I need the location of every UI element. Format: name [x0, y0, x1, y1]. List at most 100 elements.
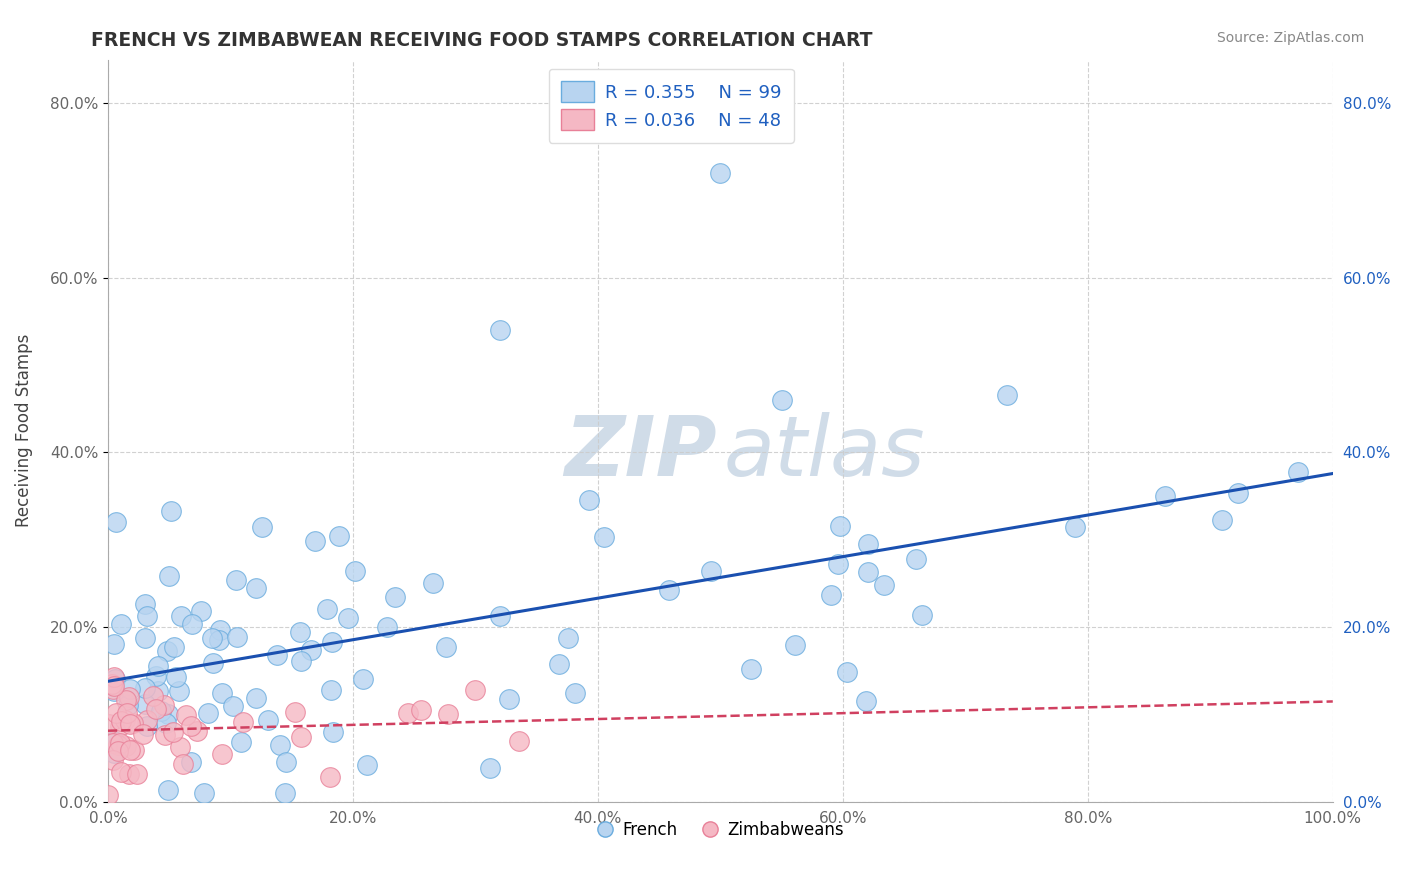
Point: [167, 684, 190, 698]
Point: [180, 755, 202, 769]
Point: [103, 746, 125, 760]
Point: [304, 533, 326, 548]
Point: [190, 604, 212, 618]
Point: [132, 727, 155, 741]
Text: Source: ZipAtlas.com: Source: ZipAtlas.com: [1216, 31, 1364, 45]
Point: [145, 669, 167, 683]
Point: [245, 581, 267, 595]
Point: [146, 659, 169, 673]
Point: [257, 713, 280, 727]
Point: [134, 632, 156, 646]
Point: [197, 706, 219, 720]
Point: [436, 707, 458, 722]
Point: [155, 715, 177, 730]
Text: FRENCH VS ZIMBABWEAN RECEIVING FOOD STAMPS CORRELATION CHART: FRENCH VS ZIMBABWEAN RECEIVING FOOD STAM…: [91, 31, 873, 50]
Point: [835, 665, 858, 679]
Point: [319, 770, 342, 784]
Point: [422, 576, 444, 591]
Point: [162, 640, 184, 654]
Point: [856, 566, 879, 580]
Point: [321, 635, 343, 649]
Point: [770, 392, 793, 407]
Legend: French, Zimbabweans: French, Zimbabweans: [591, 814, 851, 846]
Point: [352, 672, 374, 686]
Point: [156, 644, 179, 658]
Point: [315, 602, 337, 616]
Point: [201, 631, 224, 645]
Point: [288, 624, 311, 639]
Point: [321, 683, 343, 698]
Point: [105, 706, 128, 720]
Point: [274, 755, 297, 769]
Point: [118, 743, 141, 757]
Point: [118, 767, 141, 781]
Point: [547, 657, 569, 672]
Point: [855, 693, 877, 707]
Point: [299, 643, 322, 657]
Point: [336, 611, 359, 625]
Point: [658, 582, 681, 597]
Point: [995, 388, 1018, 402]
Point: [115, 706, 138, 720]
Point: [174, 708, 197, 723]
Point: [104, 515, 127, 529]
Point: [101, 682, 124, 697]
Point: [117, 690, 139, 705]
Point: [250, 519, 273, 533]
Point: [1226, 486, 1249, 500]
Point: [245, 690, 267, 705]
Point: [103, 733, 125, 747]
Point: [343, 564, 366, 578]
Point: [498, 692, 520, 706]
Point: [156, 783, 179, 797]
Point: [97, 717, 120, 731]
Point: [290, 730, 312, 744]
Point: [222, 698, 245, 713]
Point: [564, 686, 586, 700]
Point: [827, 557, 849, 571]
Point: [479, 762, 502, 776]
Point: [155, 728, 177, 742]
Point: [145, 702, 167, 716]
Point: [115, 739, 138, 754]
Point: [231, 714, 253, 729]
Point: [508, 733, 530, 747]
Point: [905, 552, 928, 566]
Point: [225, 573, 247, 587]
Y-axis label: Receiving Food Stamps: Receiving Food Stamps: [15, 334, 32, 527]
Point: [165, 670, 187, 684]
Point: [273, 786, 295, 800]
Point: [186, 723, 208, 738]
Point: [1153, 489, 1175, 503]
Point: [873, 578, 896, 592]
Point: [578, 492, 600, 507]
Point: [1286, 465, 1309, 479]
Point: [269, 739, 291, 753]
Point: [709, 166, 731, 180]
Point: [136, 609, 159, 624]
Point: [464, 683, 486, 698]
Point: [117, 698, 139, 713]
Point: [208, 623, 231, 637]
Point: [101, 736, 124, 750]
Point: [110, 714, 132, 728]
Point: [156, 706, 179, 721]
Point: [134, 681, 156, 695]
Point: [108, 718, 131, 732]
Point: [211, 686, 233, 700]
Point: [142, 690, 165, 704]
Point: [225, 630, 247, 644]
Point: [114, 713, 136, 727]
Point: [136, 713, 159, 727]
Point: [157, 568, 180, 582]
Point: [108, 736, 131, 750]
Point: [125, 767, 148, 781]
Point: [160, 504, 183, 518]
Point: [699, 564, 721, 578]
Point: [107, 738, 129, 752]
Point: [115, 693, 138, 707]
Point: [1211, 513, 1233, 527]
Point: [135, 719, 157, 733]
Point: [229, 734, 252, 748]
Point: [103, 670, 125, 684]
